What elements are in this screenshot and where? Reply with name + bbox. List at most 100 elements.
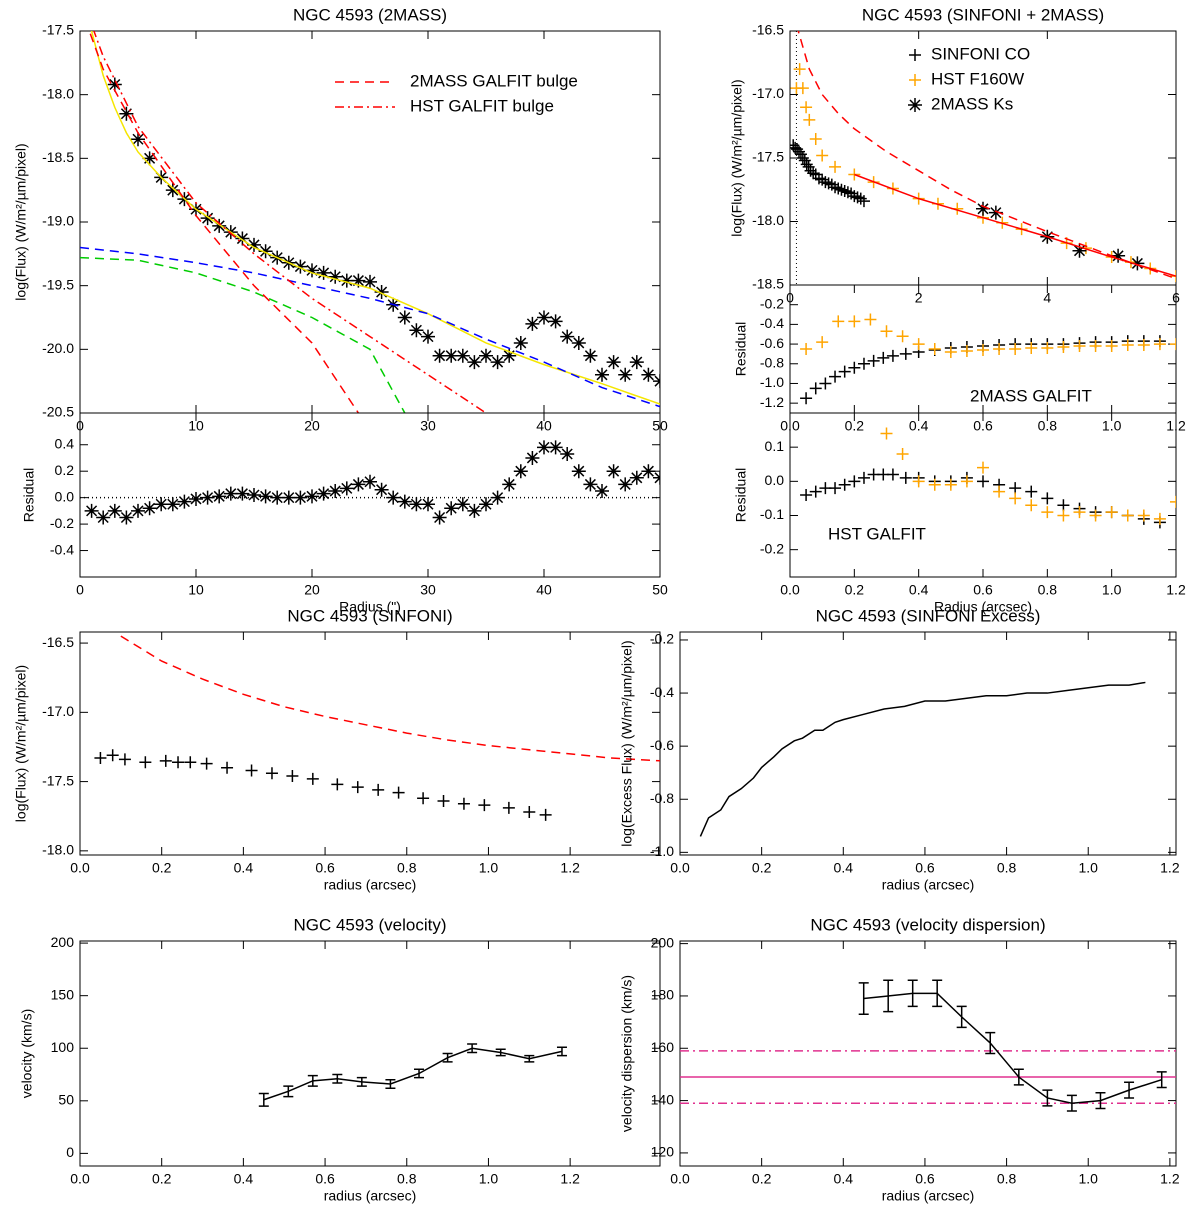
data-point (848, 168, 861, 181)
data-point (247, 488, 261, 502)
x-tick-label: 0.0 (70, 860, 90, 876)
y-tick-label: -0.1 (760, 506, 784, 522)
y-tick-label: -18.0 (42, 85, 74, 101)
data-point (106, 749, 119, 762)
y-tick-label: -0.6 (650, 737, 674, 753)
data-point (107, 77, 122, 92)
data-point (560, 447, 575, 461)
data-point (829, 482, 842, 495)
data-point (1057, 509, 1070, 522)
x-tick-label: 1.2 (560, 860, 580, 876)
series-line (80, 256, 406, 413)
y-tick-label: -0.2 (650, 631, 674, 647)
error-bar (556, 1046, 567, 1057)
y-axis-label: velocity dispersion (km/s) (619, 975, 635, 1132)
data-point (351, 477, 366, 492)
data-point (800, 158, 813, 171)
data-point (131, 503, 145, 518)
data-point (606, 464, 621, 479)
y-tick-label: 180 (651, 987, 675, 1003)
data-point (1170, 338, 1176, 351)
data-point (281, 490, 296, 505)
error-bar (1156, 1071, 1167, 1089)
data-point (1009, 492, 1022, 505)
data-point (1057, 499, 1070, 512)
x-tick-label: 0.6 (973, 582, 993, 598)
series-line (863, 992, 1162, 1104)
y-tick-label: -16.5 (42, 634, 74, 650)
data-point (641, 367, 656, 382)
data-point (417, 792, 430, 805)
y-tick-label: -17.5 (42, 22, 74, 38)
y-axis-label: log(Excess Flux) (W/m²/µm/pixel) (619, 640, 635, 846)
data-point (1025, 342, 1038, 355)
data-point (993, 343, 1006, 355)
x-tick-label: 0.0 (670, 860, 690, 876)
data-point (899, 471, 912, 484)
data-point (864, 313, 877, 326)
data-point (912, 475, 925, 488)
data-point (107, 503, 122, 518)
data-point (838, 185, 851, 198)
panel: 0.0 0.2 0.4 0.6 0.8 1.0 1.2 -0.2 -0.1 0.0 0.1 Radiu… (733, 412, 1186, 615)
data-point (479, 348, 493, 363)
data-point (189, 491, 203, 506)
data-point (618, 477, 633, 492)
data-point (293, 259, 308, 274)
x-tick-label: 0.4 (234, 860, 254, 876)
data-point (857, 471, 870, 484)
x-tick-label: 0.8 (997, 860, 1017, 876)
data-point (455, 497, 470, 512)
data-point (993, 485, 1006, 498)
x-tick-label: 1.0 (479, 860, 499, 876)
data-point (432, 510, 447, 525)
data-point (1170, 495, 1176, 508)
x-axis-label: Radius (arcsec) (934, 599, 1032, 615)
data-point (841, 186, 854, 199)
data-point (825, 178, 838, 191)
data-point (560, 329, 575, 344)
x-tick-label: 0.8 (1038, 418, 1058, 434)
error-bar (442, 1052, 453, 1063)
y-tick-label: -0.6 (760, 335, 784, 351)
data-point (928, 478, 941, 491)
data-point (845, 187, 858, 200)
data-point (835, 183, 848, 196)
y-tick-label: 0.0 (765, 472, 785, 488)
data-point (880, 427, 893, 440)
error-bar (932, 979, 943, 1008)
y-tick-label: -0.4 (760, 315, 784, 331)
x-axis-label: radius (arcsec) (324, 877, 417, 893)
data-point (854, 192, 867, 205)
data-point (200, 490, 215, 505)
data-point (409, 497, 424, 512)
y-tick-label: 0.0 (55, 488, 75, 504)
data-point (944, 478, 957, 491)
y-tick-label: 150 (51, 986, 75, 1002)
y-tick-label: -16.5 (752, 22, 784, 38)
y-tick-label: -1.2 (760, 394, 784, 410)
data-point (1130, 256, 1145, 271)
series-line (263, 1047, 563, 1101)
error-bar (414, 1068, 425, 1079)
y-tick-label: -1.0 (760, 374, 784, 390)
data-point (571, 335, 586, 350)
y-axis-label: velocity (km/s) (19, 1009, 35, 1098)
y-tick-label: -0.4 (650, 684, 674, 700)
data-point (899, 347, 912, 360)
data-point (641, 464, 656, 479)
data-point (339, 481, 354, 496)
data-point (245, 764, 258, 777)
x-tick-label: 0.0 (70, 1171, 90, 1187)
y-axis-label: log(Flux) (W/m²/µm/pixel) (729, 79, 745, 236)
error-bar (956, 1005, 967, 1029)
data-point (1105, 340, 1118, 353)
series-line (88, 31, 360, 413)
y-tick-label: -18.0 (752, 212, 784, 228)
x-axis-label: Radius (") (339, 599, 401, 615)
data-point (525, 316, 540, 331)
y-tick-label: 0.1 (765, 438, 785, 454)
data-point (548, 314, 563, 329)
data-point (838, 365, 851, 378)
